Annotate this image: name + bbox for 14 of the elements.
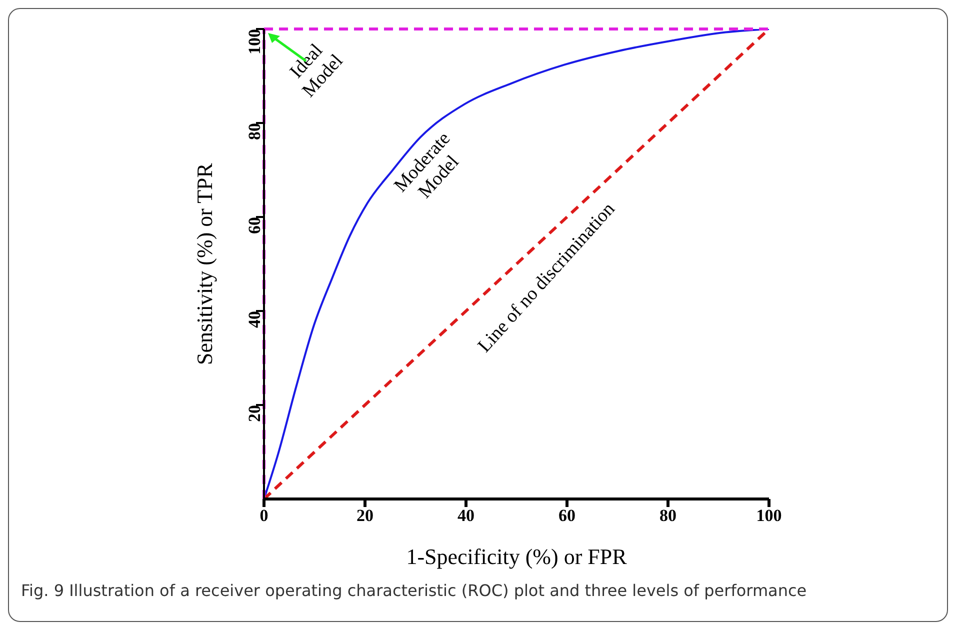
y-axis-title: Sensitivity (%) or TPR bbox=[192, 162, 217, 365]
y-tick-label: 100 bbox=[245, 29, 264, 54]
y-tick-label: 60 bbox=[245, 217, 264, 234]
x-tick-label: 100 bbox=[756, 506, 782, 526]
x-tick-label: 0 bbox=[260, 506, 268, 526]
x-axis-title: 1-Specificity (%) or FPR bbox=[406, 544, 628, 569]
x-tick-label: 60 bbox=[558, 506, 576, 526]
x-tick-label: 80 bbox=[660, 506, 676, 526]
y-tick-label: 40 bbox=[245, 311, 264, 328]
y-tick-label: 20 bbox=[245, 405, 264, 422]
x-tick-label: 20 bbox=[356, 506, 374, 526]
caption: Fig. 9 Illustration of a receiver operating characteristic (ROC) plot and three levels of performance bbox=[21, 581, 807, 600]
y-tick-label: 80 bbox=[245, 123, 264, 140]
x-tick-label: 40 bbox=[458, 506, 474, 526]
